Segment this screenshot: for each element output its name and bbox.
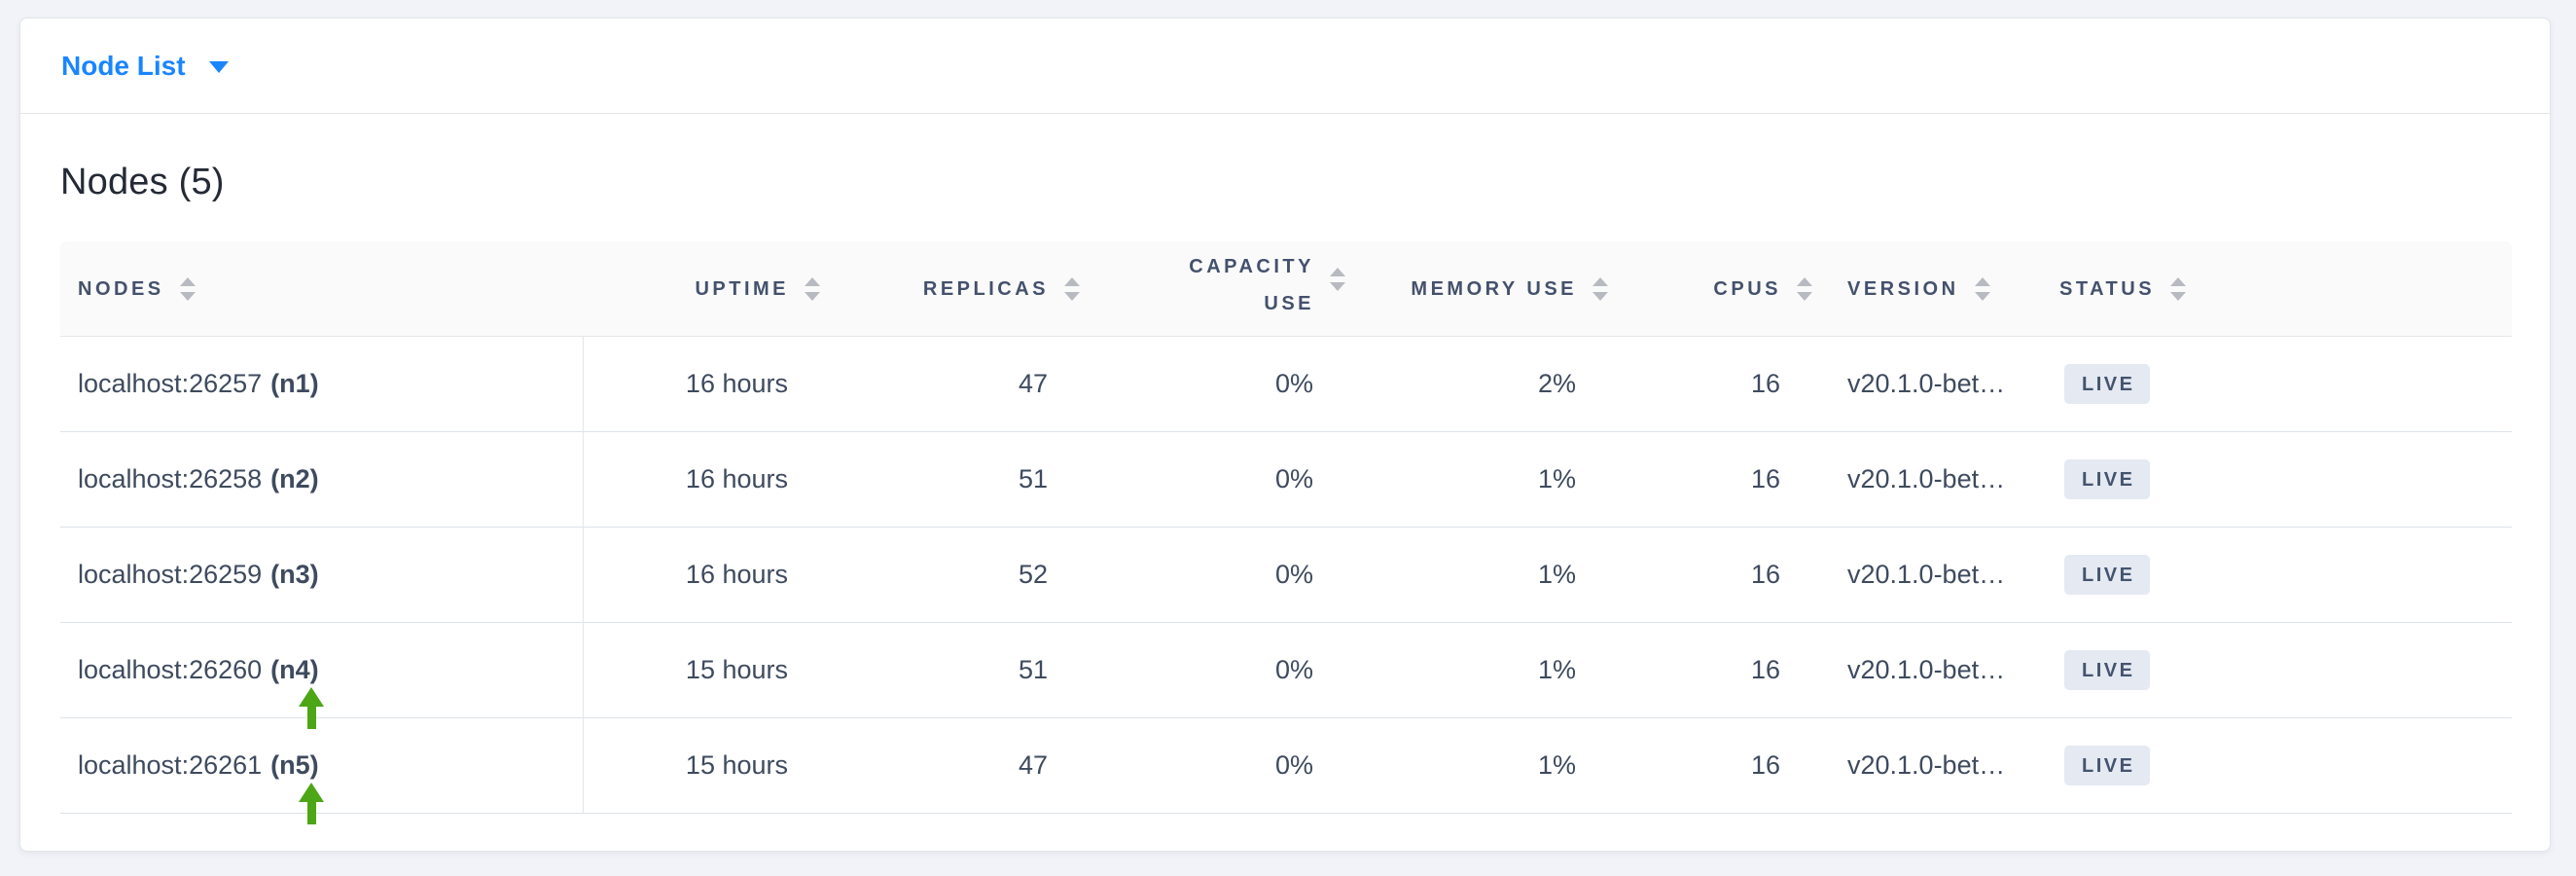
capacity-use-cell: 0%	[1091, 623, 1357, 718]
node-address: localhost:26257	[78, 369, 263, 398]
node-row[interactable]: localhost:26258 (n2) 16 hours 51 0% 1% 16…	[60, 432, 2512, 528]
sort-icon	[1330, 267, 1345, 291]
uptime-cell: 16 hours	[584, 337, 832, 432]
column-header-cpus[interactable]: CPUS	[1620, 241, 1824, 337]
node-id: (n1)	[270, 369, 319, 398]
status-badge: LIVE	[2064, 746, 2151, 785]
memory-use-cell: 1%	[1357, 528, 1620, 623]
uptime-cell: 15 hours	[584, 623, 832, 718]
memory-use-cell: 1%	[1357, 718, 1620, 814]
node-id: (n5)	[270, 750, 319, 780]
node-address: localhost:26261	[78, 750, 263, 780]
cpus-cell: 16	[1620, 528, 1824, 623]
version-cell: v20.1.0-bet…	[1824, 623, 2043, 718]
capacity-use-cell: 0%	[1091, 528, 1357, 623]
memory-use-cell: 1%	[1357, 432, 1620, 528]
column-label: CPUS	[1713, 277, 1781, 300]
cpus-cell: 16	[1620, 432, 1824, 528]
node-row[interactable]: localhost:26259 (n3) 16 hours 52 0% 1% 16…	[60, 528, 2512, 623]
annotation-arrow-up-n4	[298, 687, 325, 729]
replicas-cell: 51	[832, 623, 1091, 718]
column-header-version[interactable]: VERSION	[1824, 241, 2043, 337]
node-address-cell: localhost:26259 (n3)	[60, 528, 584, 623]
uptime-cell: 15 hours	[584, 718, 832, 814]
status-badge: LIVE	[2064, 555, 2151, 595]
memory-use-cell: 2%	[1357, 337, 1620, 432]
column-header-nodes[interactable]: NODES	[60, 241, 584, 337]
column-header-replicas[interactable]: REPLICAS	[832, 241, 1091, 337]
annotation-arrow-up-n5	[298, 783, 325, 824]
nodes-table-wrap: NODES UPTIME	[60, 241, 2512, 824]
node-row[interactable]: localhost:26257 (n1) 16 hours 47 0% 2% 16…	[60, 337, 2512, 432]
panel-body: Nodes (5) NODES	[20, 114, 2550, 824]
table-header-row: NODES UPTIME	[60, 241, 2512, 337]
sort-icon	[179, 276, 196, 301]
column-header-capacity-use[interactable]: CAPACITY USE	[1091, 241, 1357, 337]
replicas-cell: 51	[832, 432, 1091, 528]
node-id: (n2)	[270, 464, 319, 493]
column-label: VERSION	[1847, 277, 1959, 300]
node-address: localhost:26259	[78, 560, 263, 589]
replicas-cell: 47	[832, 337, 1091, 432]
node-row[interactable]: localhost:26260 (n4) 15 hours 51 0% 1% 16…	[60, 623, 2512, 718]
status-badge: LIVE	[2064, 364, 2151, 404]
chevron-down-icon	[208, 61, 229, 73]
status-badge: LIVE	[2064, 459, 2151, 499]
column-label: CAPACITY USE	[1189, 255, 1314, 314]
capacity-use-cell: 0%	[1091, 337, 1357, 432]
replicas-cell: 47	[832, 718, 1091, 814]
cpus-cell: 16	[1620, 337, 1824, 432]
page-title: Nodes (5)	[60, 162, 225, 202]
node-address: localhost:26258	[78, 464, 263, 493]
cpus-cell: 16	[1620, 623, 1824, 718]
column-header-memory-use[interactable]: MEMORY USE	[1357, 241, 1620, 337]
column-label: NODES	[78, 277, 164, 300]
node-row[interactable]: localhost:26261 (n5) 15 hours 47 0% 1% 16…	[60, 718, 2512, 814]
cpus-cell: 16	[1620, 718, 1824, 814]
column-label: STATUS	[2059, 277, 2156, 300]
column-header-status[interactable]: STATUS	[2043, 241, 2512, 337]
status-cell: LIVE	[2043, 623, 2512, 718]
replicas-cell: 52	[832, 528, 1091, 623]
column-label: UPTIME	[695, 277, 789, 300]
version-cell: v20.1.0-bet…	[1824, 432, 2043, 528]
sort-icon	[1797, 276, 1812, 301]
node-address-cell: localhost:26257 (n1)	[60, 337, 584, 432]
status-cell: LIVE	[2043, 337, 2512, 432]
column-label: MEMORY USE	[1411, 277, 1577, 300]
status-cell: LIVE	[2043, 718, 2512, 814]
sort-icon	[1064, 276, 1080, 301]
uptime-cell: 16 hours	[584, 432, 832, 528]
capacity-use-cell: 0%	[1091, 432, 1357, 528]
view-switcher-bar: Node List	[20, 18, 2550, 114]
node-address: localhost:26260	[78, 655, 263, 684]
nodes-panel: Node List Nodes (5) NODES	[19, 18, 2551, 852]
sort-icon	[805, 276, 820, 301]
capacity-use-cell: 0%	[1091, 718, 1357, 814]
status-badge: LIVE	[2064, 650, 2151, 690]
uptime-cell: 16 hours	[584, 528, 832, 623]
column-header-uptime[interactable]: UPTIME	[584, 241, 832, 337]
view-dropdown[interactable]: Node List	[61, 50, 229, 81]
node-address-cell: localhost:26258 (n2)	[60, 432, 584, 528]
nodes-table: NODES UPTIME	[60, 241, 2512, 814]
version-cell: v20.1.0-bet…	[1824, 337, 2043, 432]
sort-icon	[1592, 276, 1608, 301]
status-cell: LIVE	[2043, 528, 2512, 623]
sort-icon	[2170, 276, 2187, 301]
view-dropdown-label: Node List	[61, 50, 186, 81]
node-id: (n4)	[270, 655, 319, 684]
column-label: REPLICAS	[922, 277, 1049, 300]
memory-use-cell: 1%	[1357, 623, 1620, 718]
node-id: (n3)	[270, 560, 319, 589]
version-cell: v20.1.0-bet…	[1824, 718, 2043, 814]
version-cell: v20.1.0-bet…	[1824, 528, 2043, 623]
status-cell: LIVE	[2043, 432, 2512, 528]
sort-icon	[1974, 276, 1990, 301]
